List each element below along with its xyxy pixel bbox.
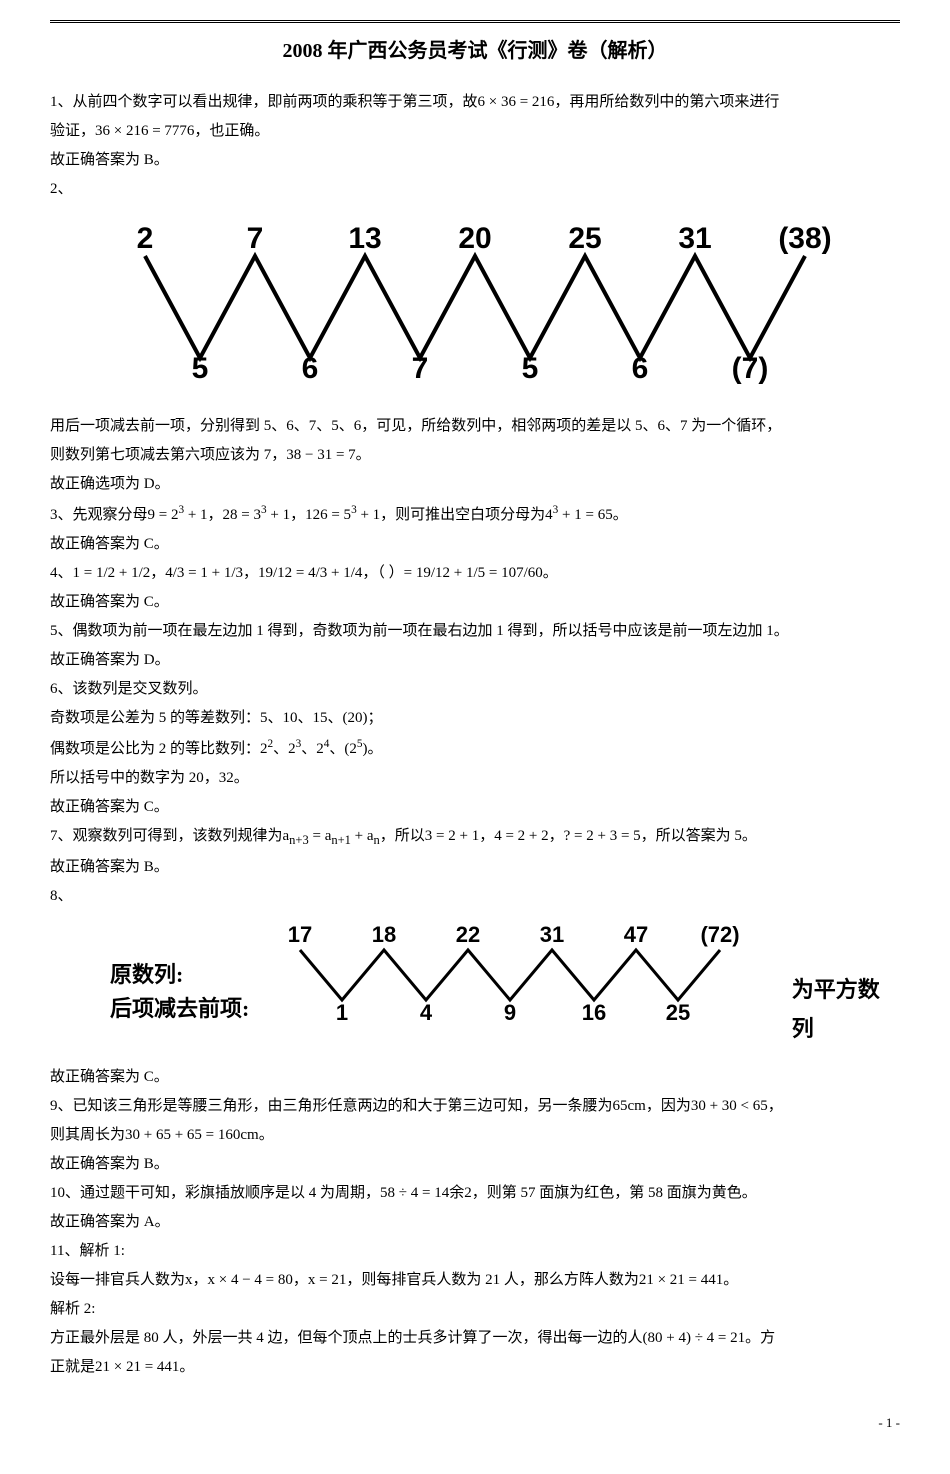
q10-line2: 故正确答案为 A。 [50, 1209, 900, 1236]
q6-line3: 偶数项是公比为 2 的等比数列：22、23、24、(25)。 [50, 734, 900, 763]
q3-l1p1: 3、先观察分母9 = 2 [50, 507, 178, 523]
svg-text:9: 9 [504, 1000, 516, 1025]
svg-text:47: 47 [624, 922, 648, 947]
svg-text:7: 7 [412, 352, 429, 385]
svg-text:6: 6 [632, 352, 649, 385]
svg-text:(7): (7) [732, 352, 769, 385]
svg-text:6: 6 [302, 352, 319, 385]
q9-line2: 则其周长为30 + 65 + 65 = 160cm。 [50, 1122, 900, 1149]
q5-line1: 5、偶数项为前一项在最左边加 1 得到，奇数项为前一项在最右边加 1 得到，所以… [50, 618, 900, 645]
q6-l3p1: 偶数项是公比为 2 的等比数列：2 [50, 741, 268, 757]
top-rule [50, 20, 900, 23]
q7-l1p3: + a [351, 828, 374, 844]
q8-line1: 故正确答案为 C。 [50, 1064, 900, 1091]
q11-line3: 解析 2: [50, 1296, 900, 1323]
q3-line2: 故正确答案为 C。 [50, 531, 900, 558]
svg-text:5: 5 [192, 352, 209, 385]
sub-n1: n+1 [331, 833, 351, 847]
q11-line5: 正就是21 × 21 = 441。 [50, 1354, 900, 1381]
q3-l1p5: + 1 = 65。 [558, 507, 627, 523]
svg-text:4: 4 [420, 1000, 433, 1025]
q5-line2: 故正确答案为 D。 [50, 647, 900, 674]
q1-line1: 1、从前四个数字可以看出规律，即前两项的乘积等于第三项，故6 × 36 = 21… [50, 89, 900, 116]
q6-line5: 故正确答案为 C。 [50, 794, 900, 821]
q9-line3: 故正确答案为 B。 [50, 1151, 900, 1178]
q11-line4: 方正最外层是 80 人，外层一共 4 边，但每个顶点上的士兵多计算了一次，得出每… [50, 1325, 900, 1352]
svg-text:17: 17 [288, 922, 312, 947]
q3-l1p2: + 1，28 = 3 [184, 507, 261, 523]
q4-line1: 4、1 = 1/2 + 1/2，4/3 = 1 + 1/3，19/12 = 4/… [50, 560, 900, 587]
q8-suffix: 为平方数列 [792, 970, 900, 1049]
q3-l1p3: + 1，126 = 5 [267, 507, 351, 523]
q11-line2: 设每一排官兵人数为x，x × 4 − 4 = 80，x = 21，则每排官兵人数… [50, 1267, 900, 1294]
q2-line1: 用后一项减去前一项，分别得到 5、6、7、5、6，可见，所给数列中，相邻两项的差… [50, 413, 900, 440]
q6-l3p4: 、(2 [329, 741, 357, 757]
svg-text:7: 7 [247, 222, 264, 255]
q6-line1: 6、该数列是交叉数列。 [50, 676, 900, 703]
q1-line2: 验证，36 × 216 = 7776，也正确。 [50, 118, 900, 145]
svg-text:(72): (72) [700, 922, 739, 947]
q7-line1: 7、观察数列可得到，该数列规律为an+3 = an+1 + an，所以3 = 2… [50, 823, 900, 852]
q1-line3: 故正确答案为 B。 [50, 147, 900, 174]
q8-diagram-box: 原数列: 1718223147(72)1491625 后项减去前项: 为平方数列 [110, 920, 900, 1049]
q8-label-bottom: 后项减去前项: [110, 989, 260, 1029]
svg-text:16: 16 [582, 1000, 606, 1025]
q6-l3p5: )。 [363, 741, 383, 757]
q2-zigzag-diagram: 2 7 13 20 25 31 (38) 5 6 7 5 6 (7) [85, 218, 865, 398]
q3-line1: 3、先观察分母9 = 23 + 1，28 = 33 + 1，126 = 53 +… [50, 500, 900, 529]
q7-l1p4: ，所以3 = 2 + 1，4 = 2 + 2，? = 2 + 3 = 5，所以答… [380, 828, 757, 844]
page-number: - 1 - [50, 1411, 900, 1434]
svg-text:1: 1 [336, 1000, 348, 1025]
svg-text:2: 2 [137, 222, 154, 255]
q10-line1: 10、通过题干可知，彩旗插放顺序是以 4 为周期，58 ÷ 4 = 14余2，则… [50, 1180, 900, 1207]
q4-line2: 故正确答案为 C。 [50, 589, 900, 616]
sub-n3: n+3 [289, 833, 309, 847]
svg-text:22: 22 [456, 922, 480, 947]
q2-line3: 故正确选项为 D。 [50, 471, 900, 498]
svg-text:5: 5 [522, 352, 539, 385]
q7-line2: 故正确答案为 B。 [50, 854, 900, 881]
q11-line1: 11、解析 1: [50, 1238, 900, 1265]
q6-line4: 所以括号中的数字为 20，32。 [50, 765, 900, 792]
svg-text:18: 18 [372, 922, 396, 947]
q2-head: 2、 [50, 176, 900, 203]
svg-text:(38): (38) [778, 222, 831, 255]
q2-line2: 则数列第七项减去第六项应该为 7，38 − 31 = 7。 [50, 442, 900, 469]
q9-line1: 9、已知该三角形是等腰三角形，由三角形任意两边的和大于第三边可知，另一条腰为65… [50, 1093, 900, 1120]
q3-l1p4: + 1，则可推出空白项分母为4 [357, 507, 553, 523]
svg-text:31: 31 [540, 922, 564, 947]
svg-text:25: 25 [568, 222, 601, 255]
svg-text:31: 31 [678, 222, 711, 255]
svg-text:20: 20 [458, 222, 491, 255]
q8-zigzag-diagram: 17 18 22 31 47 (72) 1 4 9 16 25 [260, 920, 780, 1030]
q8-head: 8、 [50, 883, 900, 910]
svg-text:13: 13 [348, 222, 381, 255]
q6-l3p3: 、2 [301, 741, 324, 757]
q7-l1p1: 7、观察数列可得到，该数列规律为a [50, 828, 289, 844]
svg-text:25: 25 [666, 1000, 690, 1025]
q7-l1p2: = a [309, 828, 332, 844]
q6-line2: 奇数项是公差为 5 的等差数列：5、10、15、(20)； [50, 705, 900, 732]
q6-l3p2: 、2 [273, 741, 296, 757]
page-title: 2008 年广西公务员考试《行测》卷（解析） [50, 33, 900, 69]
